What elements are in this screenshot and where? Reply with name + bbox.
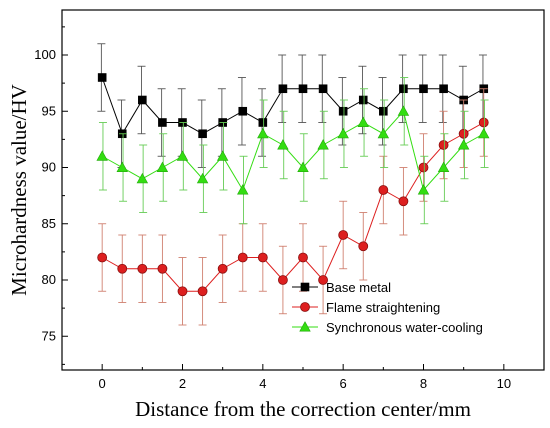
data-point [338, 106, 348, 116]
series-line [101, 122, 484, 292]
data-point [357, 116, 369, 127]
data-point [177, 286, 188, 297]
x-tick-label: 6 [340, 376, 347, 391]
plot-frame [61, 9, 545, 371]
x-tick-label: 8 [420, 376, 427, 391]
data-point [378, 185, 389, 195]
data-point [399, 84, 408, 94]
x-tick-label: 0 [99, 376, 106, 391]
data-point [358, 241, 369, 252]
data-point [257, 252, 268, 263]
data-point [438, 140, 449, 150]
axes: 0 2 4 6 8 10 75 80 85 90 95 100 [34, 26, 545, 391]
data-point [377, 127, 390, 139]
data-point [338, 230, 349, 240]
data-point [318, 275, 328, 285]
data-point [278, 275, 288, 285]
data-point [317, 139, 329, 150]
data-point [238, 106, 248, 116]
legend-marker [299, 321, 311, 332]
y-tick-label: 75 [42, 328, 56, 343]
data-point [437, 161, 450, 172]
data-point [97, 73, 107, 82]
data-point [358, 95, 368, 105]
data-point [257, 127, 269, 139]
y-tick-label: 95 [42, 103, 56, 118]
data-point [419, 84, 428, 94]
legend-label: Flame straightening [326, 300, 440, 315]
data-point [196, 172, 209, 184]
x-tick-label: 10 [497, 376, 511, 391]
data-point [97, 252, 108, 263]
legend-label: Base metal [326, 280, 391, 295]
data-point [258, 118, 268, 127]
x-axis-title: Distance from the correction center/mm [135, 397, 471, 421]
data-point [117, 263, 128, 274]
data-point [217, 263, 228, 274]
data-point [439, 84, 448, 94]
data-point [277, 139, 289, 150]
data-point [298, 84, 308, 94]
series-synchronous-water-cooling [96, 77, 490, 225]
data-point [237, 252, 248, 263]
data-point [138, 95, 147, 105]
data-point [96, 150, 108, 161]
series-line [101, 110, 484, 192]
data-point [298, 252, 308, 263]
data-point [237, 184, 249, 195]
y-tick-label: 80 [42, 272, 56, 287]
y-tick-label: 85 [42, 216, 56, 231]
data-point [198, 129, 207, 139]
y-tick-label: 90 [42, 160, 56, 175]
data-point [398, 196, 409, 207]
legend: Base metal Flame straightening Synchronous… [292, 280, 483, 335]
x-tick-label: 2 [179, 376, 186, 391]
data-point [318, 84, 328, 94]
data-point [337, 127, 349, 139]
data-point [278, 84, 288, 94]
series-layer [96, 43, 490, 326]
series-base-metal [97, 43, 489, 168]
data-point [478, 117, 489, 128]
data-point [216, 150, 229, 161]
data-point [158, 118, 167, 127]
data-point [418, 162, 429, 173]
data-point [397, 105, 410, 116]
legend-marker [300, 282, 310, 292]
legend-marker [300, 302, 310, 312]
data-point [156, 161, 169, 172]
x-tick-label: 4 [259, 376, 266, 391]
data-point [136, 172, 149, 184]
data-point [176, 150, 189, 161]
data-point [457, 139, 470, 150]
data-point [137, 263, 148, 274]
data-point [478, 127, 490, 139]
data-point [458, 128, 469, 139]
data-point [417, 184, 430, 195]
legend-label: Synchronous water-cooling [326, 320, 483, 335]
data-point [297, 161, 309, 172]
data-point [116, 161, 128, 172]
data-point [197, 286, 208, 297]
y-axis-title: Microhardness value/HV [7, 84, 31, 296]
data-point [379, 106, 388, 116]
y-tick-label: 100 [34, 47, 56, 62]
series-flame-straightening [97, 88, 489, 326]
data-point [157, 263, 168, 274]
